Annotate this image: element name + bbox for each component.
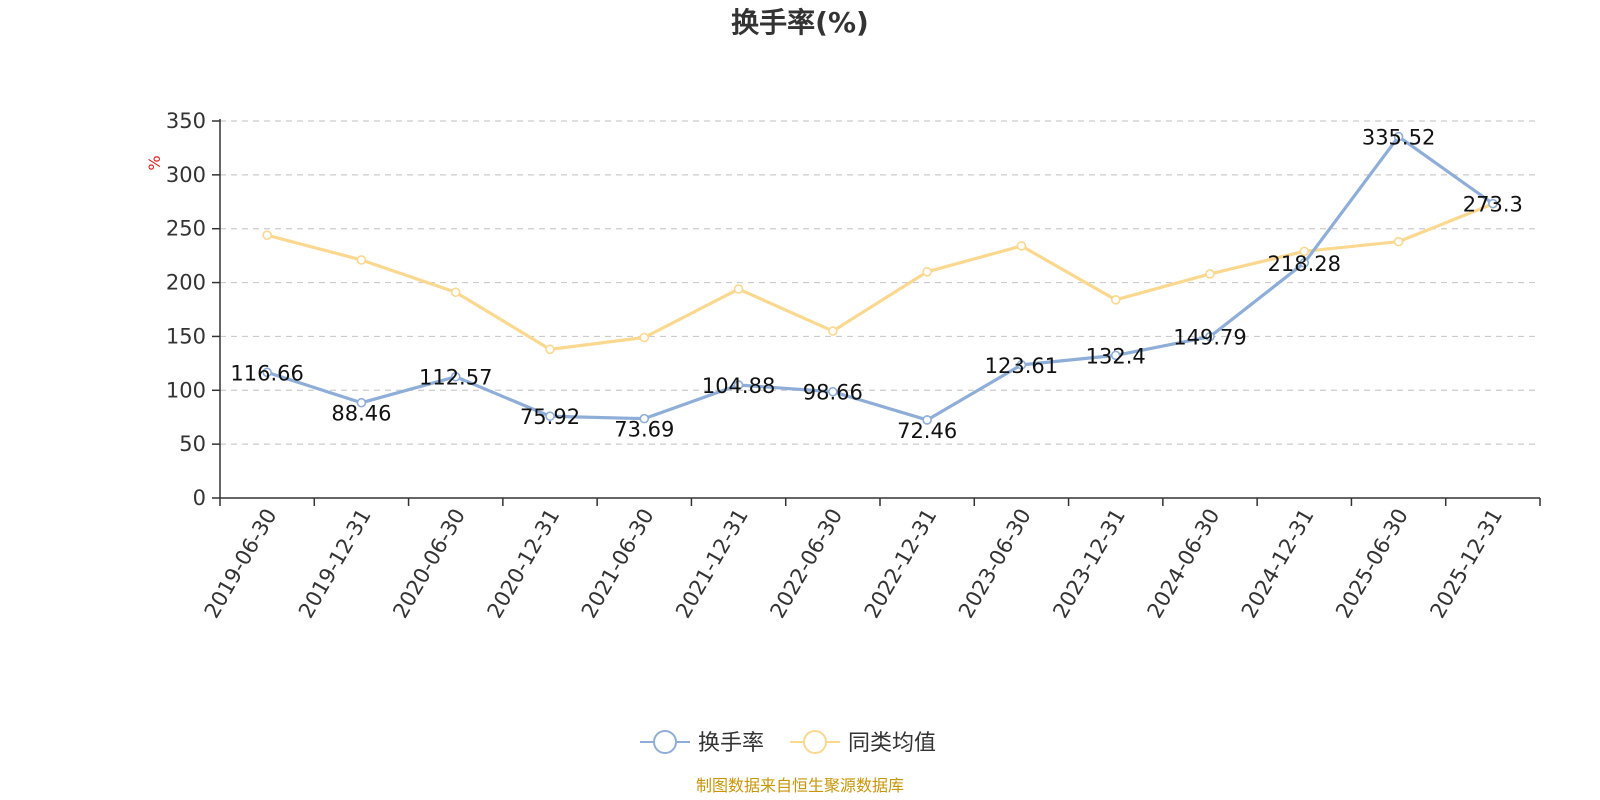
data-point xyxy=(922,415,932,425)
data-point xyxy=(1110,350,1121,361)
legend-label: 同类均值 xyxy=(848,731,936,756)
data-point xyxy=(545,344,555,355)
data-point xyxy=(1205,269,1215,279)
data-point xyxy=(733,284,744,294)
data-label: 123.61 xyxy=(985,354,1058,378)
data-source-note: 制图数据来自恒生聚源数据库 xyxy=(696,776,904,795)
data-label: 72.46 xyxy=(897,419,957,443)
series-line xyxy=(266,202,1494,351)
data-point xyxy=(1205,331,1215,342)
data-point xyxy=(828,386,838,397)
x-tick-label: 2024-06-30 xyxy=(1143,505,1225,623)
legend-marker-dot xyxy=(803,730,827,754)
x-tick-label: 2022-06-30 xyxy=(765,505,847,623)
data-point xyxy=(828,326,838,336)
x-tick-label: 2019-06-30 xyxy=(200,505,282,623)
y-tick-label: 200 xyxy=(166,271,206,295)
gridlines xyxy=(220,120,1540,445)
data-point xyxy=(356,397,367,408)
data-point xyxy=(1393,131,1404,142)
data-point xyxy=(639,332,650,343)
data-labels: 116.66 88.46 112.57 75.92 73.69 104.88 98.66 72… xyxy=(230,126,1523,443)
x-tick-label: 2020-06-30 xyxy=(388,505,470,623)
data-label: 132.4 xyxy=(1086,344,1146,368)
data-point xyxy=(922,266,932,277)
chart-title: 换手率(%) xyxy=(731,6,869,39)
legend: 换手率 同类均值 xyxy=(640,730,936,756)
y-tick-label: 150 xyxy=(166,324,206,348)
x-tick-label: 2025-12-31 xyxy=(1425,505,1507,623)
y-tick-label: 50 xyxy=(179,432,206,456)
data-point xyxy=(1488,198,1498,209)
axes: 0 50 100 150 200 250 300 350 2019-06-30 2019-12-3… xyxy=(166,109,1541,623)
data-point xyxy=(545,411,555,422)
data-label: 149.79 xyxy=(1173,326,1246,350)
x-tick-label: 2021-12-31 xyxy=(671,505,753,623)
data-point xyxy=(1299,246,1310,257)
data-point xyxy=(262,230,272,240)
data-label: 73.69 xyxy=(614,418,674,442)
x-tick-label: 2023-12-31 xyxy=(1048,505,1130,623)
x-tick-label: 2025-06-30 xyxy=(1331,505,1413,623)
y-tick-label: 250 xyxy=(166,217,206,241)
x-tick-label: 2019-12-31 xyxy=(294,505,376,623)
y-axis-unit: % xyxy=(145,155,164,170)
data-label: 104.88 xyxy=(702,374,775,398)
data-point xyxy=(1110,295,1121,305)
data-label: 75.92 xyxy=(520,405,580,429)
data-point xyxy=(1016,241,1027,251)
data-label: 218.28 xyxy=(1268,252,1341,276)
x-tick-label: 2020-12-31 xyxy=(483,505,565,623)
y-tick-label: 0 xyxy=(193,486,206,510)
series-line xyxy=(266,134,1494,422)
data-point xyxy=(1299,258,1310,268)
data-label: 116.66 xyxy=(230,361,303,385)
x-tick-label: 2024-12-31 xyxy=(1237,505,1319,623)
legend-marker-dot xyxy=(653,730,677,754)
data-point xyxy=(356,255,367,265)
data-label: 335.52 xyxy=(1362,126,1435,150)
data-label: 273.3 xyxy=(1463,193,1523,217)
x-tick-label: 2021-06-30 xyxy=(577,505,659,623)
data-point xyxy=(733,380,744,390)
data-point xyxy=(450,371,461,382)
y-tick-label: 100 xyxy=(166,378,206,402)
data-point xyxy=(450,287,461,298)
x-tick-label: 2023-06-30 xyxy=(954,505,1036,623)
data-point xyxy=(639,413,650,424)
data-point xyxy=(1016,360,1027,370)
data-point xyxy=(1393,236,1404,247)
legend-label: 换手率 xyxy=(698,731,764,756)
data-label: 98.66 xyxy=(803,381,863,405)
data-label: 112.57 xyxy=(419,366,492,390)
series-lines xyxy=(262,131,1498,425)
data-point xyxy=(262,367,272,378)
y-tick-label: 350 xyxy=(166,109,206,133)
data-label: 88.46 xyxy=(331,402,391,426)
x-tick-label: 2022-12-31 xyxy=(860,505,942,623)
y-tick-label: 300 xyxy=(166,163,206,187)
